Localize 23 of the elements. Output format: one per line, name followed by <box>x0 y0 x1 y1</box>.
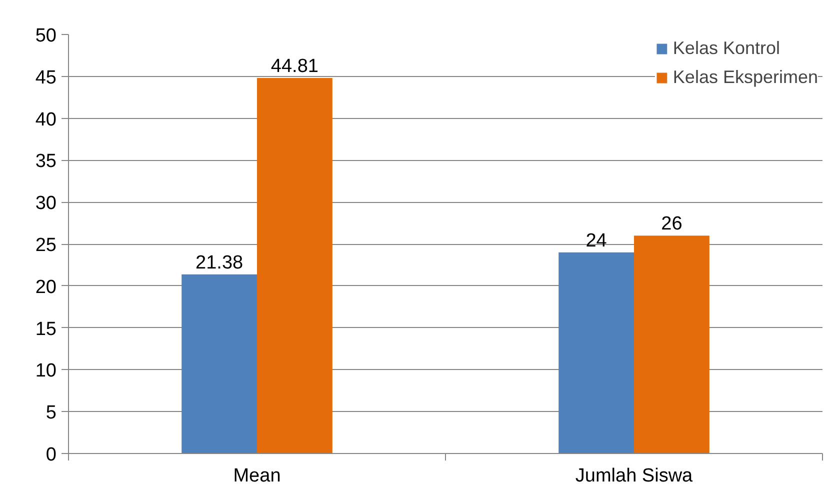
x-tick-label: Jumlah Siswa <box>575 466 694 486</box>
y-tick-label: 50 <box>35 26 57 46</box>
y-tick-label: 40 <box>35 109 57 130</box>
y-tick-label: 30 <box>35 193 57 214</box>
y-tick-label: 45 <box>35 67 57 88</box>
data-label: 26 <box>661 214 682 235</box>
y-tick-label: 10 <box>35 360 57 382</box>
bar <box>634 236 710 454</box>
x-tick-label: Mean <box>233 466 281 486</box>
legend-label: Kelas Eksperimen <box>672 67 818 88</box>
bar <box>558 252 634 454</box>
data-label: 24 <box>586 230 608 252</box>
bar <box>257 78 332 454</box>
y-tick-label: 0 <box>46 444 57 466</box>
data-label: 44.81 <box>270 56 318 77</box>
y-tick-label: 15 <box>35 318 57 340</box>
y-tick-label: 20 <box>35 276 57 298</box>
bar <box>182 274 257 454</box>
y-tick-label: 5 <box>46 402 57 424</box>
y-tick-label: 25 <box>35 235 57 256</box>
legend-label: Kelas Kontrol <box>672 38 780 59</box>
data-label: 21.38 <box>196 252 244 274</box>
y-tick-label: 35 <box>35 151 57 172</box>
